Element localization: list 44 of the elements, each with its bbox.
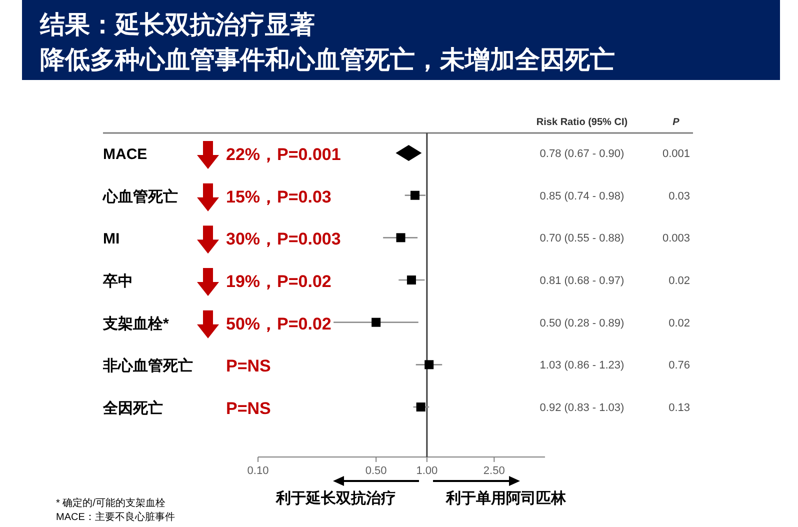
text: Risk Ratio (95% CI) — [536, 117, 628, 128]
text: 0.13 — [668, 402, 690, 414]
x-tick-label: 1.00 — [416, 465, 438, 477]
y-tick-label: MACE — [103, 146, 148, 163]
annotation: 0.70 (0.55 - 0.88) — [540, 232, 624, 245]
y-tick-label: 非心血管死亡 — [102, 356, 193, 375]
text: P — [672, 117, 680, 128]
text: 利于延长双抗治疗 — [275, 490, 396, 507]
annotation: 30%，P=0.003 — [226, 230, 341, 249]
y-tick-label: 支架血栓* — [102, 315, 169, 332]
chart-subtitle: 降低多种心血管事件和心血管死亡，未增加全因死亡 — [40, 46, 615, 74]
annotation: 50%，P=0.02 — [226, 314, 332, 334]
point — [410, 190, 420, 200]
y-tick-label: 心血管死亡 — [102, 187, 178, 206]
y-tick-label: 全因死亡 — [102, 399, 163, 417]
annotation: 15%，P=0.03 — [226, 187, 332, 206]
x-tick-label: 2.50 — [483, 465, 505, 477]
text: 利于单用阿司匹林 — [445, 490, 567, 507]
annotation: 0.50 (0.28 - 0.89) — [540, 317, 624, 330]
annotation: P=NS — [226, 399, 271, 418]
y-tick-label: 卒中 — [102, 272, 133, 290]
annotation: 1.03 (0.86 - 1.23) — [540, 360, 624, 372]
text: * 确定的/可能的支架血栓 — [56, 497, 166, 509]
text: 0.02 — [668, 317, 690, 330]
text: 0.76 — [668, 360, 690, 372]
annotation: 0.92 (0.83 - 1.03) — [540, 402, 624, 414]
annotation: 19%，P=0.02 — [226, 272, 332, 291]
annotation: 0.85 (0.74 - 0.98) — [540, 190, 624, 202]
point — [396, 233, 406, 242]
annotation: 22%，P=0.001 — [226, 145, 341, 164]
text: 0.02 — [668, 275, 690, 287]
annotation: 0.78 (0.67 - 0.90) — [540, 148, 624, 160]
point — [406, 276, 416, 284]
x-tick-label: 0.10 — [247, 465, 269, 477]
annotation: P=NS — [226, 356, 271, 376]
chart-title: 结果：延长双抗治疗显著 — [39, 11, 315, 39]
point — [416, 402, 426, 412]
text: MACE：主要不良心脏事件 — [56, 511, 175, 523]
x-tick-label: 0.50 — [365, 465, 387, 477]
text: 0.003 — [662, 232, 690, 245]
y-tick-label: MI — [103, 230, 120, 248]
text: 0.03 — [668, 190, 690, 202]
annotation: 0.81 (0.68 - 0.97) — [540, 275, 624, 287]
text: 0.001 — [662, 148, 690, 160]
